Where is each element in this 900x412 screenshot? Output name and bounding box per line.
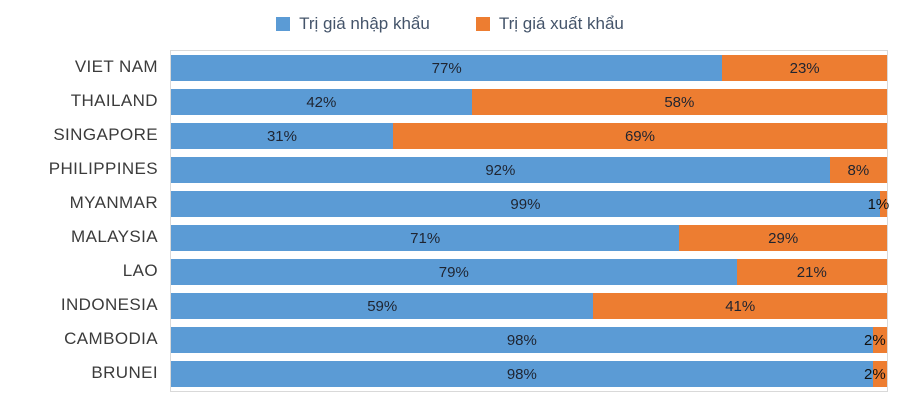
stacked-bar: 98% 2% — [171, 361, 887, 387]
stacked-bar: 99% 1% — [171, 191, 889, 217]
data-label: 2% — [863, 331, 886, 349]
category-axis: VIET NAM THAILAND SINGAPORE PHILIPPINES MYAN… — [6, 50, 170, 390]
data-label: 69% — [624, 127, 655, 145]
bar-row: 77% 23% — [171, 51, 887, 85]
data-label: 31% — [266, 127, 297, 145]
chart-body: VIET NAM THAILAND SINGAPORE PHILIPPINES MYAN… — [0, 46, 900, 392]
stacked-bar: 77% 23% — [171, 55, 887, 81]
chart-legend: Trị giá nhập khẩu Trị giá xuất khẩu — [0, 0, 900, 46]
bar-segment-export: 23% — [722, 55, 887, 81]
category-label: LAO — [122, 261, 158, 280]
bar-segment-import: 98% — [171, 327, 873, 353]
data-label: 58% — [664, 93, 695, 111]
bar-segment-import: 31% — [171, 123, 393, 149]
bar-segment-export: 58% — [471, 89, 887, 115]
category-label: MALAYSIA — [71, 227, 158, 246]
stacked-bar: 42% 58% — [171, 89, 887, 115]
bar-segment-export: 8% — [829, 157, 887, 183]
legend-swatch-import-icon — [276, 17, 291, 31]
data-label: 79% — [438, 263, 469, 281]
data-label: 29% — [768, 229, 799, 247]
bar-segment-import: 92% — [171, 157, 830, 183]
bar-segment-export: 29% — [679, 225, 887, 251]
stacked-bar: 31% 69% — [171, 123, 887, 149]
stacked-bar: 92% 8% — [171, 157, 887, 183]
bar-segment-import: 79% — [171, 259, 737, 285]
category-label: PHILIPPINES — [48, 159, 158, 178]
data-label: 98% — [506, 331, 537, 349]
bar-segment-import: 98% — [171, 361, 873, 387]
bar-row: 98% 2% — [171, 357, 887, 391]
bar-row: 31% 69% — [171, 119, 887, 153]
data-label: 42% — [306, 93, 337, 111]
category-label: THAILAND — [70, 91, 158, 110]
bar-segment-export: 41% — [593, 293, 887, 319]
legend-swatch-export-icon — [475, 17, 490, 31]
bar-segment-import: 42% — [171, 89, 472, 115]
bar-row: 92% 8% — [171, 153, 887, 187]
bar-row: 79% 21% — [171, 255, 887, 289]
data-label: 21% — [796, 263, 827, 281]
bar-segment-export: 2% — [864, 361, 887, 387]
data-label: 99% — [510, 195, 541, 213]
category-label: MYANMAR — [69, 193, 158, 212]
bar-row: 42% 58% — [171, 85, 887, 119]
stacked-bar: 98% 2% — [171, 327, 887, 353]
stacked-bar: 59% 41% — [171, 293, 887, 319]
bar-segment-import: 77% — [171, 55, 723, 81]
stacked-bar: 71% 29% — [171, 225, 887, 251]
data-label: 8% — [847, 161, 870, 179]
bar-segment-export: 21% — [736, 259, 887, 285]
data-label: 77% — [431, 59, 462, 77]
category-label: SINGAPORE — [53, 125, 158, 144]
bar-segment-export: 2% — [864, 327, 887, 353]
category-label: CAMBODIA — [64, 329, 158, 348]
category-label: VIET NAM — [74, 57, 158, 76]
bar-row: 59% 41% — [171, 289, 887, 323]
bar-segment-export: 69% — [392, 123, 887, 149]
category-label: INDONESIA — [60, 295, 158, 314]
category-label: BRUNEI — [91, 363, 158, 382]
bar-segment-export: 1% — [868, 191, 889, 217]
data-label: 59% — [367, 297, 398, 315]
data-label: 1% — [867, 195, 890, 213]
plot-area: 77% 23% 42% 58% 31% 69% 92% 8% 99% 1% 71% 29% 79% 21%… — [170, 50, 889, 392]
data-label: 98% — [506, 365, 537, 383]
data-label: 41% — [725, 297, 756, 315]
data-label: 71% — [410, 229, 441, 247]
data-label: 23% — [789, 59, 820, 77]
bar-row: 98% 2% — [171, 323, 887, 357]
bar-row: 71% 29% — [171, 221, 887, 255]
data-label: 2% — [863, 365, 886, 383]
bar-segment-import: 71% — [171, 225, 680, 251]
bar-row: 99% 1% — [171, 187, 889, 221]
bar-segment-import: 99% — [171, 191, 880, 217]
legend-label-export: Trị giá xuất khẩu — [498, 14, 624, 33]
data-label: 92% — [485, 161, 516, 179]
bar-segment-import: 59% — [171, 293, 594, 319]
legend-item-import: Trị giá nhập khẩu — [276, 14, 430, 34]
legend-label-import: Trị giá nhập khẩu — [299, 14, 430, 33]
legend-item-export: Trị giá xuất khẩu — [475, 14, 624, 34]
stacked-bar: 79% 21% — [171, 259, 887, 285]
